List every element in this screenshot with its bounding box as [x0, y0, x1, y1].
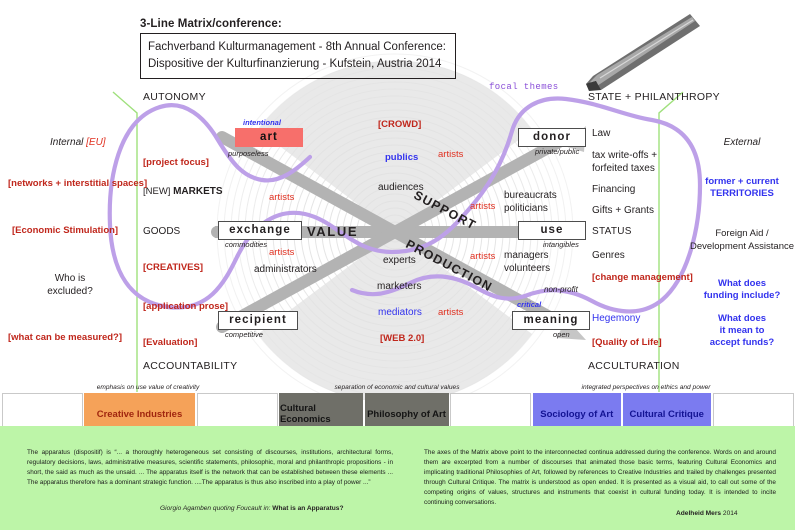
center-term-artists: artists [269, 192, 295, 203]
inner-left-evaluation: [Evaluation] [143, 337, 198, 348]
node-recipient-below: competitive [225, 330, 263, 339]
center-term-artists: artists [269, 247, 295, 258]
inner-left-markets: MARKETS [173, 186, 223, 197]
inner-right-quality-of-life: [Quality of Life] [592, 337, 662, 348]
inner-left-project-focus: [project focus] [143, 157, 209, 168]
axis-label-value: VALUE [307, 224, 359, 239]
conference-title-box: Fachverband Kulturmanagement - 8th Annua… [140, 33, 456, 80]
outer-right-q2-l2: it mean to [719, 325, 765, 336]
node-recipient[interactable]: recipient [218, 311, 298, 330]
center-term-administrators: administrators [254, 264, 317, 275]
center-term-experts: experts [383, 255, 416, 266]
center-term-mediators: mediators [378, 307, 422, 318]
outer-right-q1-l2: funding include? [703, 290, 781, 301]
stylus-pen-icon [586, 14, 700, 91]
outer-right-external: External [723, 137, 761, 148]
center-term-artists: artists [470, 201, 496, 212]
outer-left-what-measured: [what can be measured?] [8, 332, 123, 343]
page-title: 3-Line Matrix/conference: [140, 18, 282, 30]
node-art-above: intentional [243, 118, 281, 127]
footer-attribution-left-plain: Giorgio Agamben quoting Foucault in: [160, 505, 273, 512]
center-term-non-profit: non-profit [544, 285, 578, 294]
outer-right-territories-l2: TERRITORIES [710, 188, 774, 199]
center-term-politicians: politicians [504, 203, 548, 214]
center-term-publics: publics [385, 152, 419, 163]
inner-right-hegemony: Hegemony [592, 313, 641, 324]
node-use[interactable]: use [518, 221, 586, 240]
outer-left-internal: Internal [50, 137, 84, 148]
outer-left-who-excluded-l2: excluded? [47, 286, 93, 297]
inner-right-tax-l2: forfeited taxes [592, 163, 655, 174]
outer-left-networks: [networks + interstitial spaces] [8, 178, 148, 189]
ring-wedges [258, 60, 532, 400]
center-term-marketers: marketers [377, 281, 422, 292]
center-term-managers: managers [504, 250, 549, 261]
center-term-artists: artists [438, 149, 464, 160]
focal-themes-loop [107, 96, 703, 314]
footer-year: 2014 [721, 510, 738, 517]
node-meaning-below: open [553, 330, 570, 339]
node-art-below: purposeless [228, 149, 269, 158]
footer-panel [0, 426, 795, 530]
inner-left-new: [NEW] [143, 186, 171, 197]
footer-attribution-left-bold: What is an Apparatus? [272, 505, 344, 512]
outer-left-internal-eu: [EU] [86, 137, 106, 148]
axis-label-autonomy: AUTONOMY [143, 91, 206, 103]
band-note: integrated perspectives on ethics and po… [581, 384, 711, 391]
node-meaning-above: critical [517, 300, 542, 309]
node-exchange-below: commodities [225, 240, 268, 249]
outer-right-q1-l1: What does [717, 278, 767, 289]
footer-quote-left: The apparatus (dispositif) is “... a tho… [27, 449, 393, 486]
axis-label-acculturation: ACCULTURATION [588, 360, 680, 372]
axis-label-state-philanthropy: STATE + PHILANTHROPY [588, 91, 720, 103]
inner-right-gifts: Gifts + Grants [592, 205, 654, 216]
green-guides [112, 91, 684, 392]
center-term-crowd: [CROWD] [378, 119, 422, 130]
conference-title-line2: Dispositive der Kulturfinanzierung - Kuf… [148, 57, 442, 70]
node-donor[interactable]: donor [518, 128, 586, 147]
footer-note-right: The axes of the Matrix above point to th… [424, 449, 776, 506]
outer-left-economic-stimulation: [Economic Stimulation] [12, 225, 119, 236]
node-exchange[interactable]: exchange [218, 221, 302, 240]
center-term-audiences: audiences [378, 182, 424, 193]
axis-label-accountability: ACCOUNTABILITY [143, 360, 238, 372]
conference-title-line1: Fachverband Kulturmanagement - 8th Annua… [148, 41, 446, 53]
band-note: separation of economic and cultural valu… [334, 384, 460, 391]
node-art[interactable]: art [235, 128, 303, 147]
inner-right-change-management: [change management] [592, 272, 693, 283]
node-meaning[interactable]: meaning [512, 311, 590, 330]
inner-left-application-prose: [application prose] [143, 301, 228, 312]
center-term-web20: [WEB 2.0] [380, 333, 425, 344]
center-term-artists: artists [470, 251, 496, 262]
focal-themes-label: focal themes [489, 82, 559, 92]
footer-attribution-right: Adelheid Mers 2014 [676, 510, 738, 517]
inner-left-goods: GOODS [143, 226, 181, 237]
outer-right-foreign-aid-l1: Foreign Aid / [715, 228, 769, 239]
center-term-bureaucrats: bureaucrats [504, 190, 557, 201]
outer-right-territories-l1: former + current [705, 176, 779, 187]
center-term-volunteers: volunteers [504, 263, 551, 274]
inner-left-creatives: [CREATIVES] [143, 262, 203, 273]
node-donor-below: private/public [535, 147, 580, 156]
footer-attribution-left: Giorgio Agamben quoting Foucault in: Wha… [160, 505, 344, 512]
inner-right-status: STATUS [592, 226, 632, 237]
node-use-below: intangibles [543, 240, 579, 249]
center-term-artists: artists [438, 307, 464, 318]
inner-right-financing: Financing [592, 184, 636, 195]
outer-right-foreign-aid-l2: Development Assistance [689, 241, 795, 252]
footer-author: Adelheid Mers [676, 510, 722, 517]
inner-right-genres: Genres [592, 250, 625, 261]
outer-left-who-excluded-l1: Who is [54, 273, 86, 284]
outer-right-q2-l1: What does [717, 313, 767, 324]
inner-right-law: Law [592, 128, 611, 139]
inner-right-tax-l1: tax write-offs + [592, 150, 658, 161]
outer-right-q2-l3: accept funds? [709, 337, 775, 348]
band-note: emphasis on use value of creativity [96, 384, 200, 391]
